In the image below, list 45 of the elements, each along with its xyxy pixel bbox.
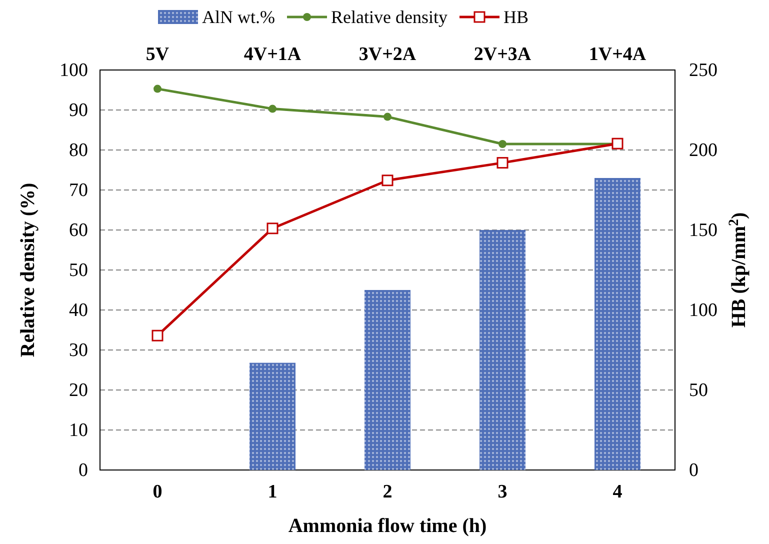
point — [496, 157, 508, 169]
legend-label: AlN wt.% — [202, 7, 275, 27]
point — [154, 84, 162, 93]
y2-tick-label: 50 — [689, 380, 708, 402]
text: 4V+1A — [244, 44, 302, 65]
y-tick-label: 30 — [69, 340, 88, 362]
y2-tick-label: 100 — [689, 300, 718, 322]
y-tick-label: 90 — [69, 100, 88, 122]
x-axis-title: Ammonia flow time (h) — [288, 515, 487, 537]
bar — [480, 230, 526, 470]
y2-tick-label: 200 — [689, 140, 718, 162]
x-tick-label: 2 — [382, 481, 392, 502]
y-tick-label: 0 — [78, 460, 88, 482]
y-axis-title: Relative density (%) — [17, 182, 39, 358]
bar — [250, 362, 296, 470]
bar — [594, 178, 640, 470]
point — [268, 104, 276, 113]
y2-tick-label: 150 — [689, 220, 718, 242]
point — [498, 140, 506, 148]
text: 5V — [146, 44, 170, 65]
bar — [364, 290, 410, 470]
text: 2V+3A — [474, 44, 532, 65]
text: 1V+4A — [588, 44, 646, 65]
point — [384, 112, 392, 121]
x-tick-label: 4 — [612, 481, 623, 502]
x-tick-label: 3 — [498, 481, 508, 502]
y-tick-label: 60 — [69, 220, 88, 242]
point — [612, 138, 624, 150]
y-tick-label: 70 — [69, 180, 88, 202]
y2-tick-label: 250 — [689, 60, 718, 82]
x-tick-label: 0 — [152, 481, 162, 502]
y-tick-label: 100 — [60, 60, 88, 82]
point — [152, 330, 164, 342]
y-tick-label: 80 — [69, 140, 88, 162]
point — [382, 174, 394, 186]
y-tick-label: 10 — [69, 420, 88, 442]
text: 3V+2A — [358, 44, 416, 65]
point — [266, 222, 278, 234]
legend-label: HB — [503, 7, 528, 27]
x-tick-label: 1 — [268, 481, 278, 502]
y-tick-label: 20 — [69, 380, 88, 402]
legend-label: Relative density — [331, 7, 448, 27]
y-tick-label: 40 — [69, 300, 88, 322]
y-tick-label: 50 — [69, 260, 88, 282]
y2-tick-label: 0 — [689, 460, 698, 482]
